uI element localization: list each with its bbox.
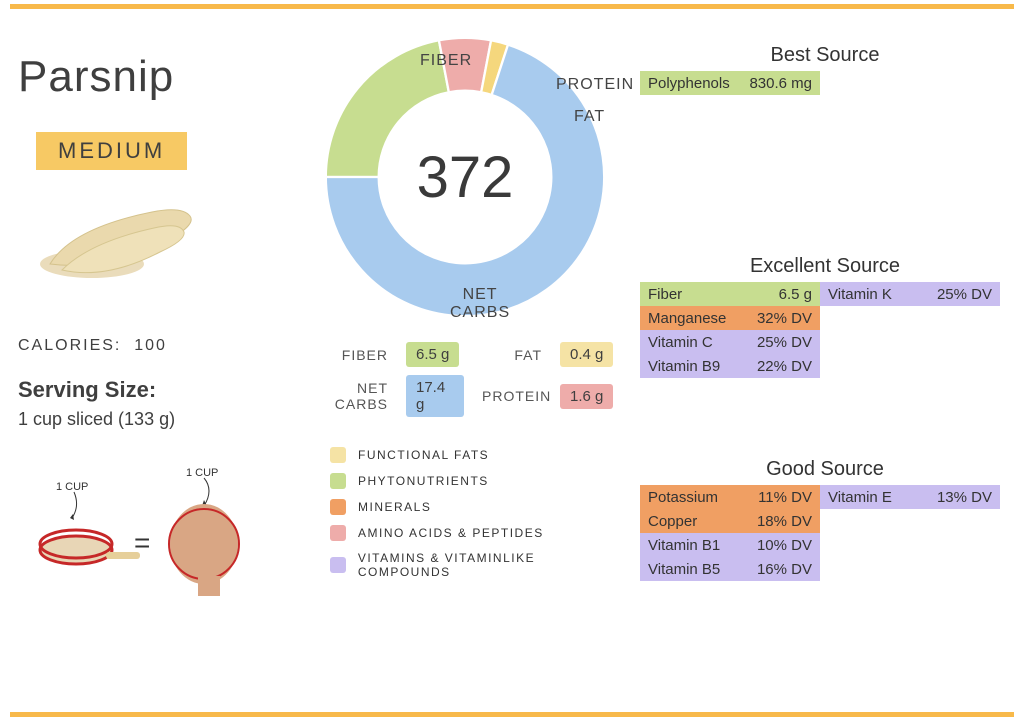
pill-name: Copper bbox=[648, 513, 697, 530]
legend-label: VITAMINS & VITAMINLIKE COMPOUNDS bbox=[358, 551, 630, 579]
legend-swatch bbox=[330, 473, 346, 489]
donut-label-protein: PROTEIN bbox=[556, 76, 634, 94]
density-badge: MEDIUM bbox=[36, 132, 187, 170]
calories-value: 100 bbox=[134, 337, 167, 354]
legend-row: PHYTONUTRIENTS bbox=[330, 473, 630, 489]
pill-name: Vitamin B9 bbox=[648, 358, 720, 375]
macro-donut: 372 FIBERPROTEINFATNET CARBS bbox=[320, 32, 610, 322]
good-source-title: Good Source bbox=[640, 458, 1010, 481]
calories-label: CALORIES: bbox=[18, 337, 121, 354]
macro-netcarbs-chip: 17.4 g bbox=[406, 375, 464, 417]
pill-value: 10% DV bbox=[757, 537, 812, 554]
pill-value: 13% DV bbox=[937, 489, 992, 506]
best-source-pills: Polyphenols 830.6 mg bbox=[640, 71, 1010, 95]
pill-value: 16% DV bbox=[757, 561, 812, 578]
best-pill: Polyphenols 830.6 mg bbox=[640, 71, 820, 95]
macro-fiber-label: FIBER bbox=[318, 347, 388, 363]
good-source-pills: Potassium 11% DV Vitamin E 13% DV Copper 18% … bbox=[640, 485, 1010, 581]
legend-row: AMINO ACIDS & PEPTIDES bbox=[330, 525, 630, 541]
serving-value: 1 cup sliced (133 g) bbox=[18, 409, 278, 430]
legend-swatch bbox=[330, 557, 346, 573]
legend-swatch bbox=[330, 525, 346, 541]
excellent-pill: Vitamin K 25% DV bbox=[820, 282, 1000, 306]
category-legend: FUNCTIONAL FATS PHYTONUTRIENTS MINERALS AMI… bbox=[330, 447, 630, 579]
best-source-title: Best Source bbox=[640, 44, 1010, 67]
good-pill: Vitamin B5 16% DV bbox=[640, 557, 820, 581]
legend-row: FUNCTIONAL FATS bbox=[330, 447, 630, 463]
legend-row: MINERALS bbox=[330, 499, 630, 515]
macro-protein-chip: 1.6 g bbox=[560, 384, 613, 409]
center-column: 372 FIBERPROTEINFATNET CARBS FIBER 6.5 g… bbox=[300, 32, 630, 589]
pill-name: Polyphenols bbox=[648, 75, 730, 92]
pill-value: 830.6 mg bbox=[749, 75, 812, 92]
donut-label-fiber: FIBER bbox=[420, 52, 472, 70]
pill-name: Potassium bbox=[648, 489, 718, 506]
good-pill bbox=[820, 557, 1000, 581]
good-pill: Potassium 11% DV bbox=[640, 485, 820, 509]
good-pill: Vitamin B1 10% DV bbox=[640, 533, 820, 557]
excellent-pill: Vitamin C 25% DV bbox=[640, 330, 820, 354]
good-source-group: Good Source Potassium 11% DV Vitamin E 13% … bbox=[640, 458, 1010, 581]
serving-illustration: 1 CUP = 1 CUP bbox=[18, 448, 268, 598]
macro-protein-label: PROTEIN bbox=[482, 388, 542, 404]
right-column: Best Source Polyphenols 830.6 mg Excellen… bbox=[640, 44, 1010, 617]
pill-value: 32% DV bbox=[757, 310, 812, 327]
accent-bar-top bbox=[10, 4, 1014, 9]
serving-title: Serving Size: bbox=[18, 377, 278, 403]
pill-value: 22% DV bbox=[757, 358, 812, 375]
legend-label: PHYTONUTRIENTS bbox=[358, 474, 489, 488]
pill-name: Fiber bbox=[648, 286, 682, 303]
svg-text:1 CUP: 1 CUP bbox=[56, 481, 88, 493]
svg-text:=: = bbox=[134, 527, 150, 558]
good-pill: Vitamin E 13% DV bbox=[820, 485, 1000, 509]
excellent-pill: Manganese 32% DV bbox=[640, 306, 820, 330]
food-image bbox=[32, 194, 202, 294]
pill-name: Vitamin B1 bbox=[648, 537, 720, 554]
excellent-source-pills: Fiber 6.5 g Vitamin K 25% DV Manganese 32% DV… bbox=[640, 282, 1010, 378]
donut-label-netcarbs: NET CARBS bbox=[450, 286, 510, 322]
pill-value: 25% DV bbox=[757, 334, 812, 351]
food-title: Parsnip bbox=[18, 52, 278, 102]
pill-value: 6.5 g bbox=[779, 286, 812, 303]
excellent-pill bbox=[820, 306, 1000, 330]
good-pill: Copper 18% DV bbox=[640, 509, 820, 533]
macro-fat-label: FAT bbox=[482, 347, 542, 363]
legend-row: VITAMINS & VITAMINLIKE COMPOUNDS bbox=[330, 551, 630, 579]
excellent-source-group: Excellent Source Fiber 6.5 g Vitamin K 25% … bbox=[640, 255, 1010, 378]
excellent-source-title: Excellent Source bbox=[640, 255, 1010, 278]
left-column: Parsnip MEDIUM CALORIES: 100 Serving Siz… bbox=[18, 42, 278, 603]
donut-label-fat: FAT bbox=[574, 108, 605, 126]
excellent-pill bbox=[820, 330, 1000, 354]
svg-text:1 CUP: 1 CUP bbox=[186, 467, 218, 479]
pill-name: Manganese bbox=[648, 310, 726, 327]
best-source-group: Best Source Polyphenols 830.6 mg bbox=[640, 44, 1010, 95]
legend-label: FUNCTIONAL FATS bbox=[358, 448, 489, 462]
macro-netcarbs-label: NETCARBS bbox=[318, 380, 388, 412]
legend-label: MINERALS bbox=[358, 500, 431, 514]
excellent-pill: Fiber 6.5 g bbox=[640, 282, 820, 306]
pill-name: Vitamin B5 bbox=[648, 561, 720, 578]
good-pill bbox=[820, 533, 1000, 557]
pill-value: 11% DV bbox=[758, 489, 812, 506]
legend-swatch bbox=[330, 499, 346, 515]
accent-bar-bottom bbox=[10, 712, 1014, 717]
calories-row: CALORIES: 100 bbox=[18, 337, 278, 355]
pill-value: 25% DV bbox=[937, 286, 992, 303]
macro-fiber-chip: 6.5 g bbox=[406, 342, 459, 367]
pill-name: Vitamin K bbox=[828, 286, 892, 303]
macro-grid: FIBER 6.5 g FAT 0.4 g NETCARBS 17.4 g PR… bbox=[318, 342, 612, 417]
macro-fat-chip: 0.4 g bbox=[560, 342, 613, 367]
pill-name: Vitamin C bbox=[648, 334, 713, 351]
legend-label: AMINO ACIDS & PEPTIDES bbox=[358, 526, 544, 540]
excellent-pill: Vitamin B9 22% DV bbox=[640, 354, 820, 378]
good-pill bbox=[820, 509, 1000, 533]
pill-value: 18% DV bbox=[757, 513, 812, 530]
pill-name: Vitamin E bbox=[828, 489, 892, 506]
legend-swatch bbox=[330, 447, 346, 463]
excellent-pill bbox=[820, 354, 1000, 378]
